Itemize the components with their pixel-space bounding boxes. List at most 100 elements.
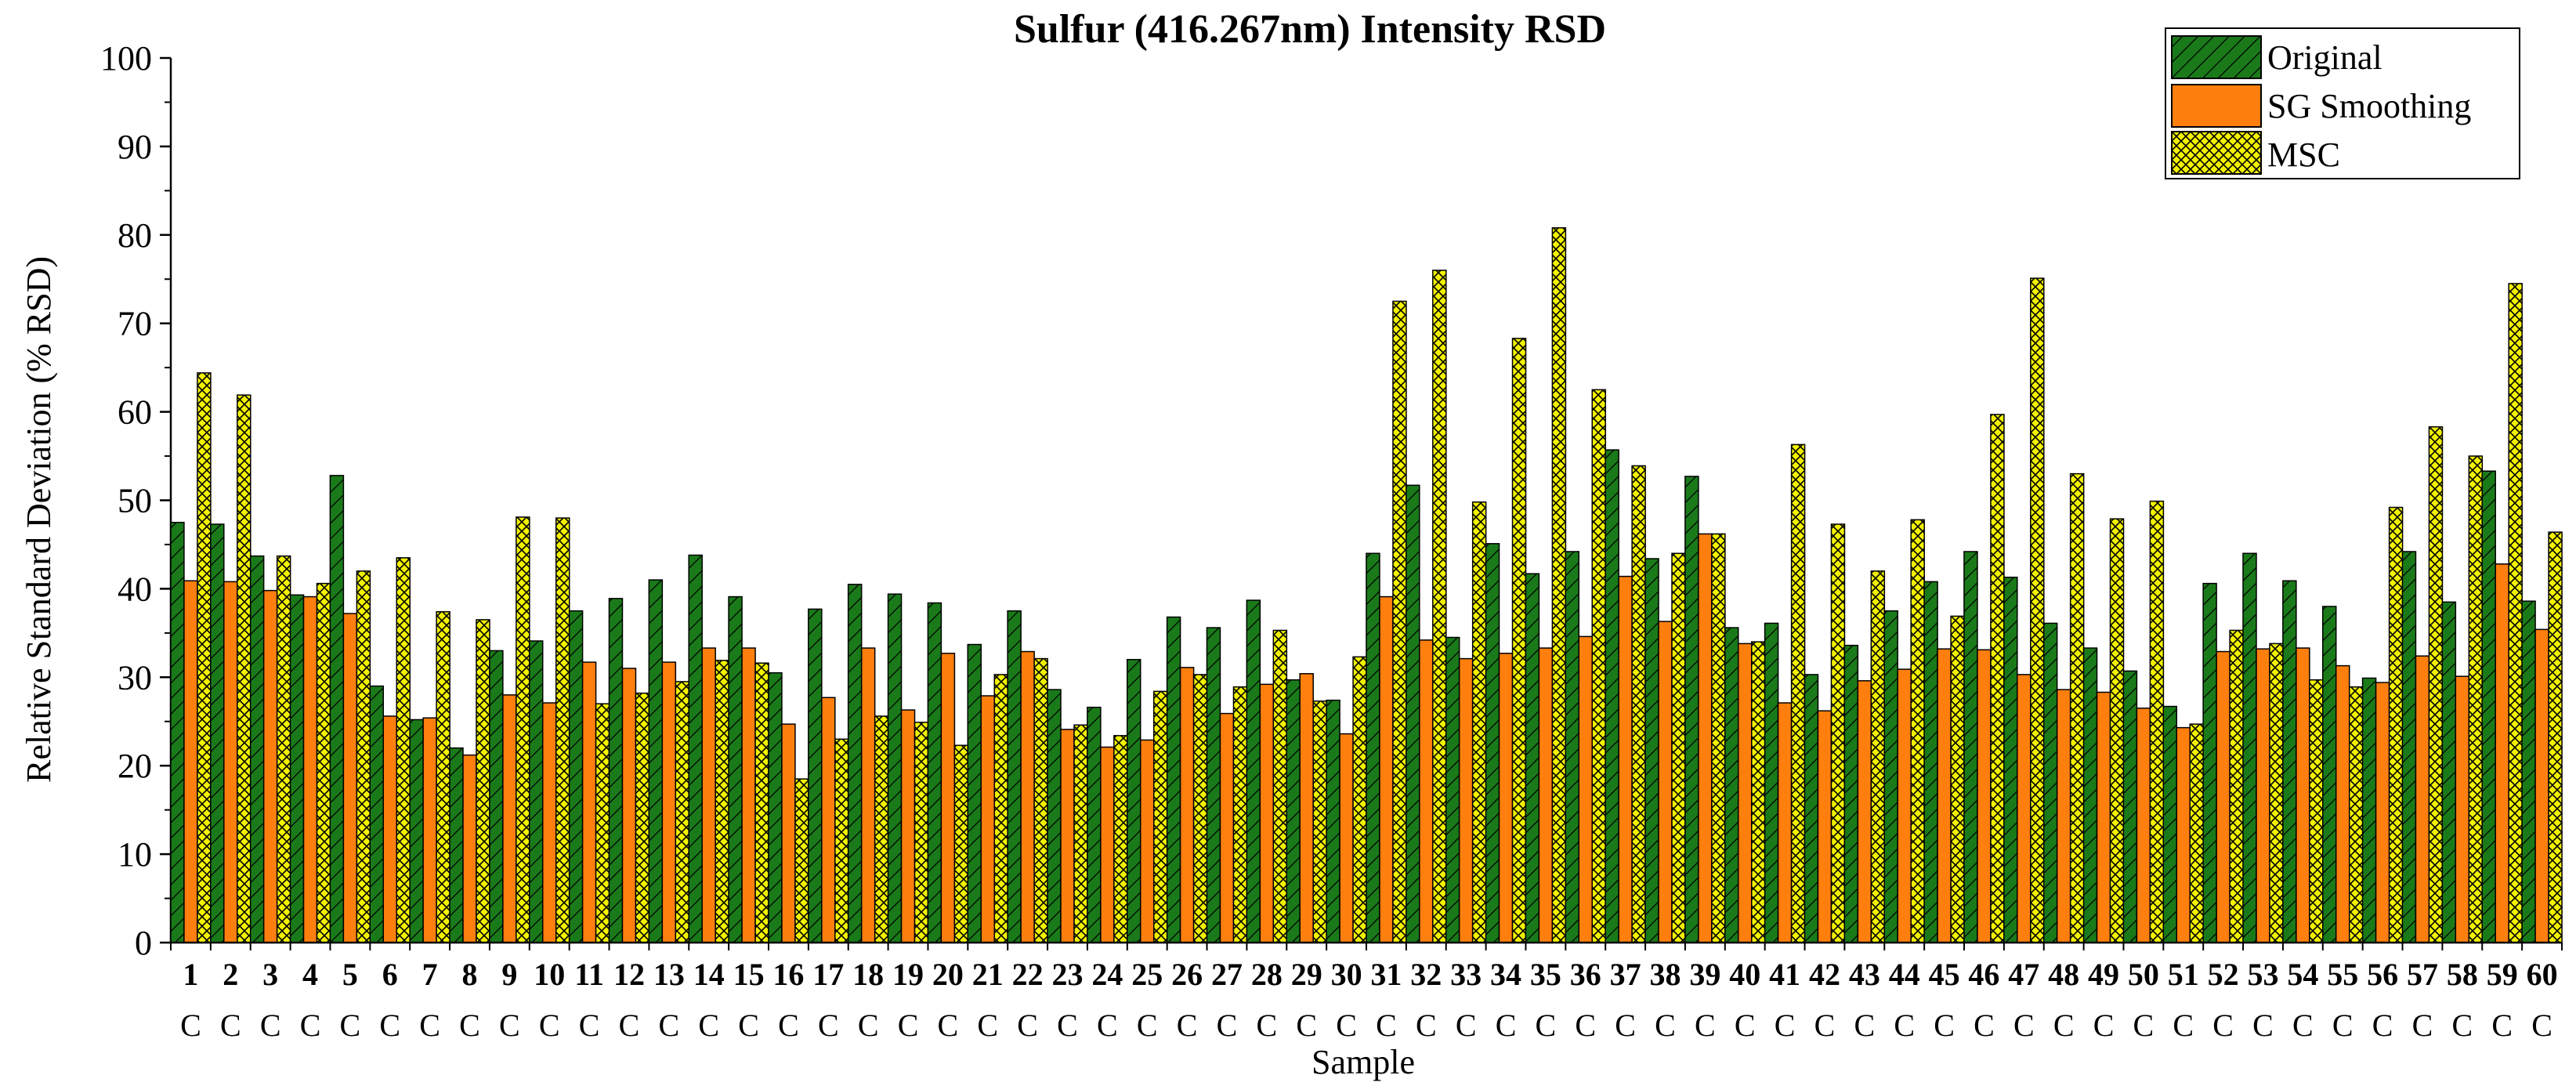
x-tick-sublabel: C	[419, 1008, 440, 1043]
bar-msc-26	[1192, 674, 1208, 943]
bar-original-47	[2003, 576, 2018, 943]
bar-original-30	[1326, 699, 1340, 943]
legend-label-sg-smoothing: SG Smoothing	[2267, 87, 2471, 125]
x-tick-sublabel: C	[220, 1008, 241, 1043]
bar-msc-10	[555, 517, 570, 943]
x-tick-sublabel: C	[2332, 1008, 2353, 1043]
y-tick-label: 70	[118, 305, 152, 343]
x-tick-sublabel: C	[2292, 1008, 2314, 1043]
bar-sg-smoothing-50	[2136, 708, 2151, 943]
bar-sg-smoothing-39	[1698, 533, 1713, 943]
bar-original-55	[2321, 606, 2337, 943]
bar-original-8	[449, 747, 464, 943]
x-tick-label: 49	[2088, 957, 2119, 992]
bar-sg-smoothing-33	[1458, 657, 1474, 943]
x-tick-label: 2	[223, 957, 238, 992]
bar-original-60	[2521, 600, 2536, 943]
y-tick-label: 50	[118, 482, 152, 520]
x-tick-label: 3	[262, 957, 278, 992]
bar-sg-smoothing-31	[1379, 595, 1394, 943]
x-tick-label: 32	[1410, 957, 1442, 992]
bar-original-43	[1843, 644, 1859, 943]
bar-sg-smoothing-38	[1658, 621, 1673, 943]
x-tick-sublabel: C	[898, 1008, 919, 1043]
x-tick-label: 53	[2248, 957, 2279, 992]
x-tick-label: 40	[1729, 957, 1760, 992]
x-tick-label: 30	[1331, 957, 1362, 992]
bar-sg-smoothing-48	[2056, 689, 2071, 943]
x-tick-sublabel: C	[1137, 1008, 1158, 1043]
x-tick-sublabel: C	[260, 1008, 281, 1043]
bar-msc-59	[2508, 283, 2523, 943]
bar-msc-22	[1033, 657, 1048, 943]
bar-sg-smoothing-1	[183, 580, 198, 943]
x-tick-sublabel: C	[340, 1008, 361, 1043]
bar-sg-smoothing-22	[1020, 650, 1035, 943]
y-tick-label: 20	[118, 747, 152, 785]
x-tick-sublabel: C	[698, 1008, 719, 1043]
bar-msc-49	[2109, 518, 2125, 943]
x-tick-sublabel: C	[1536, 1008, 1557, 1043]
x-tick-sublabel: C	[1854, 1008, 1875, 1043]
bar-msc-50	[2149, 500, 2165, 943]
x-tick-label: 51	[2168, 957, 2199, 992]
bar-msc-5	[356, 570, 371, 943]
bar-msc-15	[754, 662, 769, 943]
bar-msc-19	[914, 722, 929, 943]
x-tick-label: 50	[2128, 957, 2159, 992]
x-tick-sublabel: C	[619, 1008, 640, 1043]
bar-sg-smoothing-53	[2256, 648, 2270, 943]
x-tick-sublabel: C	[2252, 1008, 2274, 1043]
y-tick-label: 100	[100, 39, 152, 78]
x-axis: 1C2C3C4C5C6C7C8C9C10C11C12C13C14C15C16C1…	[170, 941, 2563, 1043]
bar-sg-smoothing-35	[1538, 647, 1554, 943]
x-tick-sublabel: C	[1615, 1008, 1636, 1043]
bar-msc-47	[2030, 277, 2045, 943]
bars	[170, 227, 2563, 943]
bar-msc-4	[316, 582, 331, 943]
x-tick-label: 11	[574, 957, 604, 992]
x-tick-label: 38	[1650, 957, 1681, 992]
bar-sg-smoothing-6	[382, 715, 398, 943]
bar-sg-smoothing-24	[1100, 746, 1115, 943]
x-tick-label: 6	[382, 957, 398, 992]
x-tick-label: 44	[1889, 957, 1920, 992]
bar-sg-smoothing-16	[781, 723, 796, 943]
bar-original-49	[2082, 647, 2098, 943]
y-tick-label: 60	[118, 393, 152, 432]
x-tick-label: 27	[1211, 957, 1243, 992]
bar-msc-11	[595, 703, 610, 943]
legend-label-original: Original	[2267, 38, 2382, 77]
bar-msc-34	[1511, 338, 1527, 943]
x-tick-label: 35	[1530, 957, 1561, 992]
x-tick-sublabel: C	[1814, 1008, 1836, 1043]
bar-msc-24	[1113, 735, 1128, 943]
bar-original-35	[1525, 573, 1540, 943]
x-tick-label: 42	[1809, 957, 1840, 992]
bar-original-16	[768, 672, 783, 943]
bar-msc-56	[2388, 506, 2404, 943]
bar-sg-smoothing-2	[223, 581, 238, 943]
bar-msc-29	[1312, 700, 1327, 943]
x-tick-label: 4	[302, 957, 318, 992]
bar-msc-18	[874, 715, 889, 943]
bar-msc-39	[1711, 533, 1726, 943]
bar-sg-smoothing-7	[422, 717, 437, 943]
x-tick-sublabel: C	[1894, 1008, 1915, 1043]
y-tick-label: 30	[118, 658, 152, 697]
bar-msc-37	[1631, 465, 1646, 943]
bar-msc-43	[1870, 570, 1886, 943]
bar-original-19	[887, 593, 903, 943]
x-tick-label: 18	[852, 957, 884, 992]
bar-original-26	[1166, 616, 1181, 943]
bar-original-14	[688, 554, 703, 943]
y-tick-label: 80	[118, 216, 152, 255]
x-tick-sublabel: C	[658, 1008, 679, 1043]
x-tick-sublabel: C	[1057, 1008, 1078, 1043]
bar-msc-20	[953, 744, 969, 943]
x-tick-label: 36	[1570, 957, 1601, 992]
x-tick-sublabel: C	[1376, 1008, 1397, 1043]
bar-original-9	[489, 650, 504, 943]
bar-sg-smoothing-57	[2415, 655, 2430, 943]
bar-sg-smoothing-40	[1737, 643, 1753, 943]
